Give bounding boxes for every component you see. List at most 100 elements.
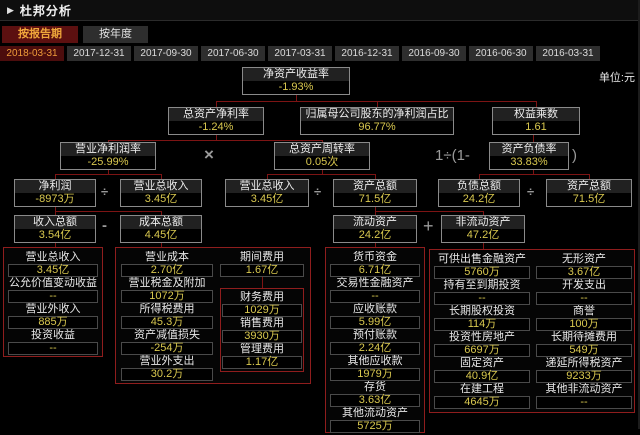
stat-item: 应收账款 5.99亿 <box>330 303 420 329</box>
node-asset-turnover: 总资产周转率 0.05次 <box>274 142 370 170</box>
collapse-arrow-icon[interactable]: ▶ <box>7 4 14 15</box>
stat-label: 存货 <box>364 381 386 393</box>
connector-line <box>479 174 480 179</box>
node-label: 收入总额 <box>15 216 95 229</box>
stat-value: -- <box>536 396 632 409</box>
connector-line <box>536 101 537 107</box>
connector-line <box>483 211 484 215</box>
node-label: 总资产净利率 <box>169 108 263 121</box>
stat-label: 应收账款 <box>353 303 397 315</box>
section-header[interactable]: ▶ 杜邦分析 <box>0 0 638 21</box>
stat-item: 可供出售金融资产 5760万 <box>434 253 530 279</box>
node-label: 资产总额 <box>334 180 416 193</box>
date-tabs: 2018-03-31 2017-12-31 2017-09-30 2017-06… <box>0 46 638 61</box>
stat-label: 资产减值损失 <box>134 329 200 341</box>
stat-item: 管理费用 1.17亿 <box>222 343 302 369</box>
connector-line <box>589 174 590 179</box>
node-label: 非流动资产 <box>442 216 524 229</box>
stat-value: 6697万 <box>434 344 530 357</box>
stat-item: 公允价值变动收益 -- <box>8 277 98 303</box>
date-tab[interactable]: 2016-09-30 <box>402 46 466 61</box>
node-label: 负债总额 <box>439 180 519 193</box>
stat-item: 固定资产 40.9亿 <box>434 357 530 383</box>
connector-line <box>296 95 297 101</box>
date-tab[interactable]: 2017-12-31 <box>67 46 131 61</box>
stat-item: 交易性金融资产 -- <box>330 277 420 303</box>
node-value: 3.45亿 <box>144 193 178 205</box>
group-current-assets: 货币资金 6.71亿 交易性金融资产 -- 应收账款 5.99亿 预付账款 2.… <box>325 247 425 433</box>
node-value: 24.2亿 <box>462 193 496 205</box>
node-value: 3.54亿 <box>38 229 72 241</box>
connector-line <box>375 207 376 211</box>
stat-value: 1979万 <box>330 368 420 381</box>
group-income-breakdown: 营业总收入 3.45亿 公允价值变动收益 -- 营业外收入 885万 投资收益 … <box>3 247 103 357</box>
node-total-assets-2: 资产总额 71.5亿 <box>546 179 632 207</box>
date-tab[interactable]: 2018-03-31 <box>0 46 64 61</box>
stat-item: 期间费用 1.67亿 <box>220 251 304 277</box>
connector-line <box>55 211 56 215</box>
stat-item: 存货 3.63亿 <box>330 381 420 407</box>
node-net-profit: 净利润 -8973万 <box>14 179 96 207</box>
stat-label: 公允价值变动收益 <box>9 277 97 289</box>
date-tab[interactable]: 2016-03-31 <box>536 46 600 61</box>
date-tab[interactable]: 2017-06-30 <box>201 46 265 61</box>
stat-value: 3.67亿 <box>536 266 632 279</box>
stat-item: 其他非流动资产 -- <box>536 383 632 409</box>
node-debt-ratio: 资产负债率 33.83% <box>489 142 569 170</box>
node-value: 24.2亿 <box>358 229 392 241</box>
stat-value: -- <box>536 292 632 305</box>
date-tab[interactable]: 2016-06-30 <box>469 46 533 61</box>
stat-value: 40.9亿 <box>434 370 530 383</box>
stat-label: 货币资金 <box>353 251 397 263</box>
stat-label: 期间费用 <box>240 251 284 263</box>
stat-item: 无形资产 3.67亿 <box>536 253 632 279</box>
stat-value: 2.24亿 <box>330 342 420 355</box>
stat-label: 财务费用 <box>240 291 284 303</box>
stat-label: 销售费用 <box>240 317 284 329</box>
tab-by-year[interactable]: 按年度 <box>83 26 148 43</box>
node-total-liabilities: 负债总额 24.2亿 <box>438 179 520 207</box>
connector-line <box>161 211 162 215</box>
stat-value: 114万 <box>434 318 530 331</box>
connector-line <box>216 135 217 140</box>
date-tab[interactable]: 2017-03-31 <box>268 46 332 61</box>
group-period-expense: 财务费用 1029万 销售费用 3930万 管理费用 1.17亿 <box>220 288 304 372</box>
stat-label: 固定资产 <box>460 357 504 369</box>
stat-value: 3930万 <box>222 330 302 343</box>
node-value: 4.45亿 <box>144 229 178 241</box>
connector-line <box>375 174 376 179</box>
node-label: 净利润 <box>15 180 95 193</box>
node-label: 权益乘数 <box>493 108 579 121</box>
stat-item: 货币资金 6.71亿 <box>330 251 420 277</box>
stat-item: 开发支出 -- <box>536 279 632 305</box>
stat-item: 其他流动资产 5725万 <box>330 407 420 433</box>
node-value: -1.24% <box>198 121 234 133</box>
stat-item: 商誉 100万 <box>536 305 632 331</box>
node-value: 47.2亿 <box>466 229 500 241</box>
stat-label: 营业成本 <box>145 251 189 263</box>
stat-label: 长期待摊费用 <box>551 331 617 343</box>
connector-line <box>108 140 322 141</box>
node-current-assets: 流动资产 24.2亿 <box>333 215 417 243</box>
group-noncurrent-assets: 可供出售金融资产 5760万 持有至到期投资 -- 长期股权投资 114万 投资… <box>429 249 635 413</box>
tab-by-period[interactable]: 按报告期 <box>2 26 78 43</box>
multiply-operator: × <box>204 145 214 164</box>
connector-line <box>479 174 589 175</box>
date-tab[interactable]: 2016-12-31 <box>335 46 399 61</box>
stat-value: 885万 <box>8 316 98 329</box>
stat-value: -- <box>8 342 98 355</box>
node-label: 营业总收入 <box>121 180 201 193</box>
connector-line <box>375 211 376 215</box>
node-roa: 总资产净利率 -1.24% <box>168 107 264 135</box>
date-tab[interactable]: 2017-09-30 <box>134 46 198 61</box>
stat-item: 递延所得税资产 9233万 <box>536 357 632 383</box>
stat-value: 549万 <box>536 344 632 357</box>
node-label: 净资产收益率 <box>243 68 349 81</box>
stat-value: -- <box>330 290 420 303</box>
connector-line <box>161 243 162 247</box>
stat-item: 投资性房地产 6697万 <box>434 331 530 357</box>
connector-line <box>55 207 56 211</box>
stat-value: 100万 <box>536 318 632 331</box>
stat-value: 4645万 <box>434 396 530 409</box>
stat-item: 预付账款 2.24亿 <box>330 329 420 355</box>
